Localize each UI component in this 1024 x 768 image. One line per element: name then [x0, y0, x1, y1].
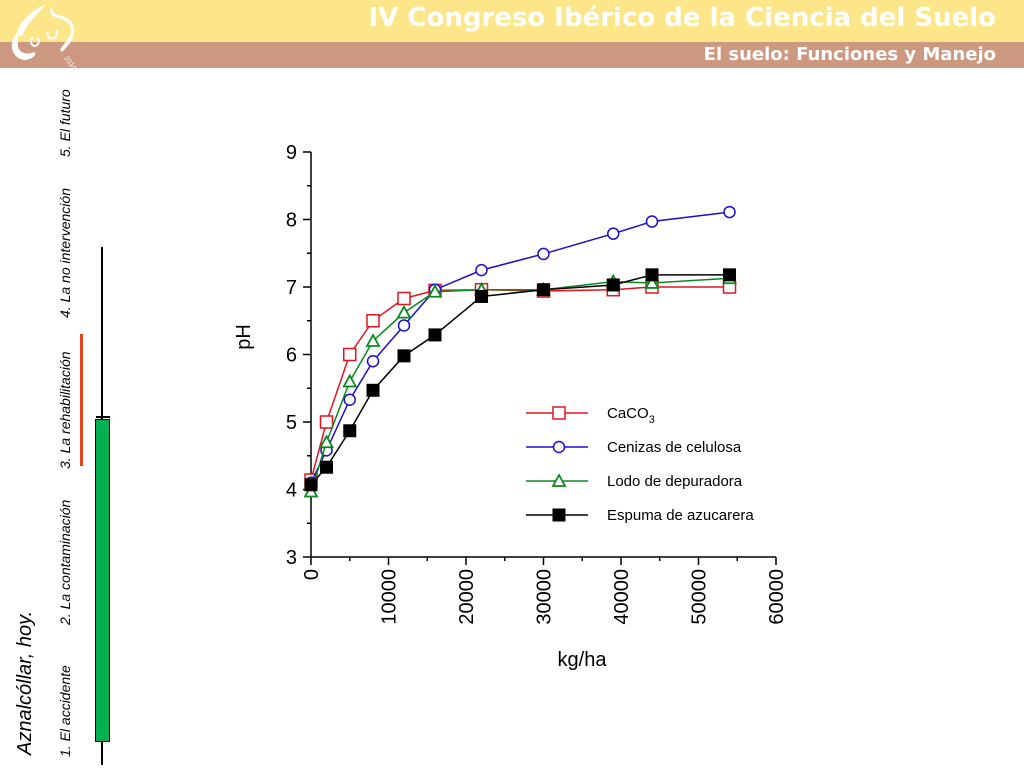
- x-tick-label: 10000: [379, 569, 401, 625]
- data-point: [397, 291, 411, 306]
- legend-item: CaCO3: [526, 405, 655, 426]
- x-tick-label: 0: [301, 569, 323, 580]
- x-tick-label: 20000: [456, 569, 478, 625]
- y-axis-title: pH: [233, 324, 255, 350]
- data-point: [342, 373, 358, 388]
- data-point: [320, 460, 333, 474]
- legend-marker: [552, 508, 566, 522]
- data-point: [475, 263, 488, 277]
- legend-item: Espuma de azucarera: [526, 507, 754, 524]
- data-point: [366, 383, 380, 397]
- data-point: [343, 393, 356, 406]
- data-point: [343, 347, 357, 362]
- timeline-green-bar: [95, 419, 110, 742]
- congress-logo: 2010: [4, 2, 84, 68]
- data-point: [397, 319, 411, 332]
- legend-label: CaCO3: [607, 405, 655, 426]
- y-tick-label: 6: [286, 345, 297, 367]
- logo-icon: 2010: [11, 4, 77, 68]
- y-tick-label: 9: [286, 142, 297, 164]
- legend-marker: [552, 440, 566, 454]
- data-point: [396, 304, 412, 319]
- legend-label: Cenizas de celulosa: [607, 439, 742, 456]
- data-point: [428, 328, 442, 342]
- data-point: [366, 314, 380, 328]
- data-point: [366, 355, 380, 368]
- legend-label: Lodo de depuradora: [607, 473, 743, 490]
- header-bottom-band: [0, 42, 1024, 68]
- data-point: [365, 333, 381, 347]
- data-point: [644, 275, 660, 289]
- data-point: [475, 289, 488, 303]
- data-point: [606, 278, 620, 292]
- page-title: IV Congreso Ibérico de la Ciencia del Su…: [368, 3, 996, 33]
- legend-label: Espuma de azucarera: [607, 507, 754, 524]
- data-point: [607, 227, 620, 240]
- data-point: [645, 215, 659, 228]
- data-point: [397, 349, 411, 363]
- data-point: [537, 283, 550, 297]
- legend-marker: [551, 473, 567, 487]
- data-point: [723, 205, 736, 219]
- legend-item: Lodo de depuradora: [526, 473, 743, 490]
- x-tick-label: 30000: [534, 569, 556, 625]
- y-tick-label: 7: [286, 277, 297, 299]
- data-point: [319, 415, 334, 429]
- data-point: [537, 247, 550, 261]
- timeline-tick: [96, 416, 110, 418]
- data-point: [318, 434, 335, 449]
- y-tick-label: 4: [286, 480, 297, 502]
- data-point: [427, 283, 443, 298]
- header-top-band: [0, 0, 1024, 42]
- data-point: [723, 268, 736, 282]
- legend-item: Cenizas de celulosa: [526, 439, 742, 456]
- data-point: [304, 478, 318, 492]
- y-tick-label: 8: [286, 210, 297, 232]
- x-tick-label: 40000: [611, 569, 633, 625]
- page-subtitle: El suelo: Funciones y Manejo: [703, 44, 996, 65]
- data-point: [645, 268, 659, 282]
- legend-marker: [552, 406, 566, 420]
- x-tick-label: 60000: [766, 569, 788, 625]
- x-axis-title: kg/ha: [558, 649, 608, 671]
- x-tick-label: 50000: [689, 569, 711, 625]
- data-point: [343, 424, 357, 438]
- y-tick-label: 5: [286, 412, 297, 434]
- series-3: [304, 268, 736, 492]
- timeline-red-highlight: [80, 334, 83, 466]
- y-tick-label: 3: [286, 547, 297, 569]
